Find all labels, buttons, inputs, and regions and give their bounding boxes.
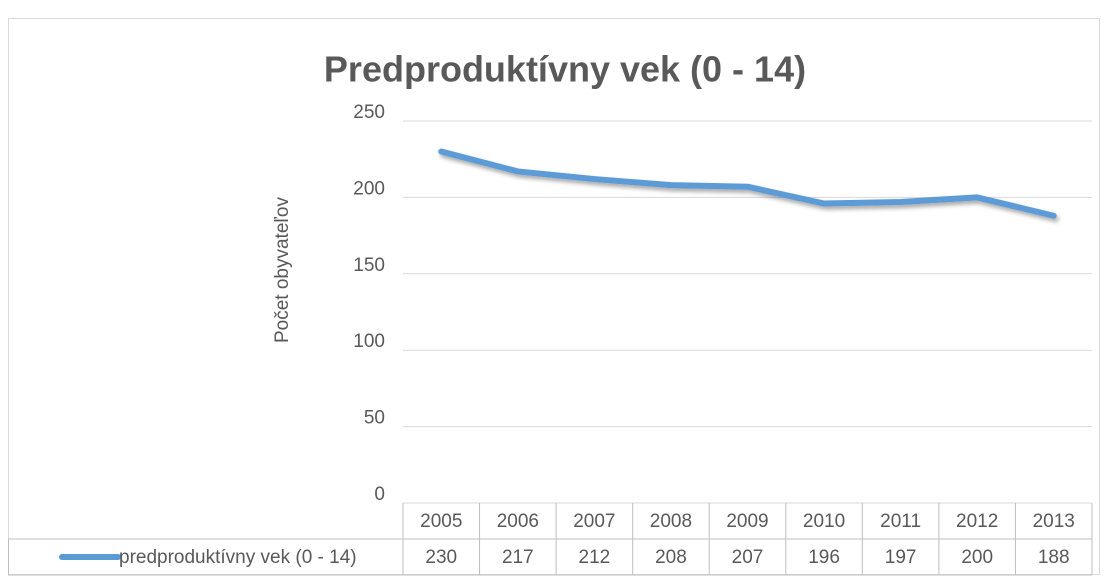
x-tick-label: 2006 [497, 511, 539, 532]
y-tick-label: 150 [353, 255, 385, 276]
chart-border [8, 18, 1100, 575]
table-value: 208 [655, 547, 687, 568]
table-value: 197 [885, 547, 917, 568]
x-tick-label: 2008 [650, 511, 692, 532]
table-value: 188 [1038, 547, 1070, 568]
table-value: 230 [425, 547, 457, 568]
table-value: 196 [808, 547, 840, 568]
table-value: 217 [502, 547, 534, 568]
table-value: 207 [732, 547, 764, 568]
chart-title: Predproduktívny vek (0 - 14) [324, 49, 806, 90]
x-tick-label: 2012 [956, 511, 998, 532]
x-tick-label: 2010 [803, 511, 845, 532]
table-value: 200 [961, 547, 993, 568]
y-tick-label: 50 [364, 408, 385, 429]
y-axis-label: Počet obyvateľov [272, 196, 293, 343]
y-tick-label: 250 [353, 102, 385, 123]
x-tick-label: 2011 [880, 511, 921, 532]
legend-label: predproduktívny vek (0 - 14) [119, 547, 357, 568]
y-tick-label: 100 [353, 331, 385, 352]
x-tick-label: 2007 [573, 511, 615, 532]
line [438, 148, 1057, 219]
x-tick-label: 2009 [726, 511, 768, 532]
y-tick-label: 200 [353, 178, 385, 199]
table-value: 212 [579, 547, 611, 568]
x-tick-label: 2013 [1033, 511, 1075, 532]
x-tick-label: 2005 [420, 511, 462, 532]
y-tick-label: 0 [374, 484, 385, 505]
